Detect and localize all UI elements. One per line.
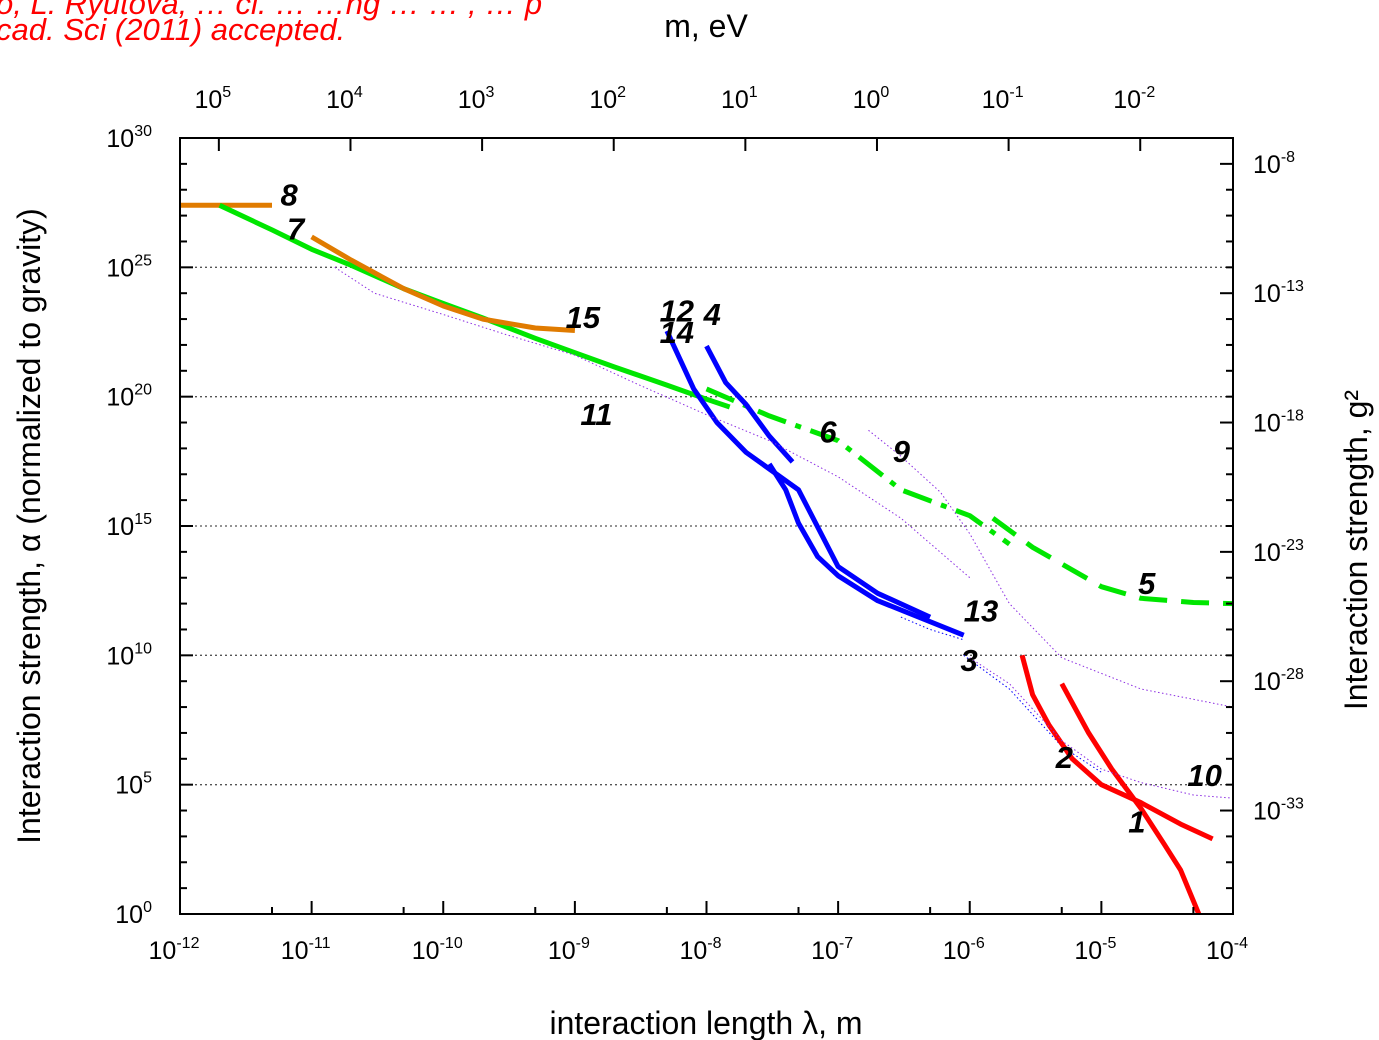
curve-label-15: 15 <box>566 300 601 335</box>
curve-label-10: 10 <box>1187 758 1221 793</box>
x2-tick-label: 100 <box>853 84 890 114</box>
curve-label-4: 4 <box>703 297 721 332</box>
y2-tick-label: 10-28 <box>1253 666 1304 696</box>
x2-tick-label: 104 <box>326 84 363 114</box>
x-tick-label: 10-11 <box>281 935 331 965</box>
curve-label-2: 2 <box>1055 740 1073 775</box>
x-tick-label: 10-10 <box>412 935 463 965</box>
citation-line-1: o, L. Ryutova, … cl. … …ng … … , … p <box>0 0 543 21</box>
y2-tick-label: 10-33 <box>1253 796 1304 826</box>
curve-label-1: 1 <box>1128 805 1145 840</box>
x-tick-label: 10-4 <box>1206 935 1248 965</box>
curve-15 <box>310 234 576 333</box>
x2-axis-label: m, eV <box>664 8 748 44</box>
curve-label-6: 6 <box>819 414 837 449</box>
x2-tick-label: 10-2 <box>1113 84 1155 114</box>
y2-tick-label: 10-18 <box>1253 408 1304 438</box>
curve-label-11: 11 <box>580 397 612 432</box>
curve-9 <box>868 429 1234 708</box>
curve-12 <box>664 329 932 620</box>
curve-labels: 87 15 6 5 12 4 14 13 3 2 1 9 10 11 <box>280 177 1221 839</box>
curve-label-5: 5 <box>1138 566 1156 601</box>
y-tick-label: 1025 <box>106 252 152 282</box>
citation-line-2: cad. Sci (2011) accepted. <box>0 12 346 47</box>
x2-tick-label: 102 <box>589 84 626 114</box>
curve-10 <box>969 657 1234 799</box>
curve-6 <box>705 386 1011 547</box>
y-tick-label: 1010 <box>106 640 152 670</box>
y2-tick-label: 10-23 <box>1253 537 1304 567</box>
curve-11 <box>334 266 971 579</box>
curve-label-12: 12 <box>660 294 694 329</box>
y-tick-label: 1015 <box>106 511 152 541</box>
y2-axis-label: Interaction strength, g² <box>1338 390 1374 711</box>
x-tick-label: 10-6 <box>943 935 985 965</box>
x2-tick-label: 101 <box>721 84 758 114</box>
curve-4 <box>704 344 795 464</box>
x2-tick-label: 10-1 <box>982 84 1024 114</box>
y-tick-label: 100 <box>115 899 152 929</box>
y2-tick-label: 10-8 <box>1253 149 1295 179</box>
curve-1 <box>1059 682 1202 915</box>
x2-tick-label: 103 <box>458 84 495 114</box>
x-axis-label: interaction length λ, m <box>549 1005 862 1040</box>
curve-label-3: 3 <box>960 643 977 678</box>
x-tick-label: 10-9 <box>548 935 590 965</box>
x-tick-label: 10-8 <box>679 935 721 965</box>
axis-ticks <box>179 137 1234 915</box>
tick-labels: 10-12 10-11 10-10 10-9 10-8 10-7 10-6 10-5 10-41… <box>106 84 1304 965</box>
x-tick-label: 10-7 <box>811 935 853 965</box>
curve-2 <box>1019 654 1214 842</box>
curve-label-14: 14 <box>660 315 694 350</box>
y-axis-label: Interaction strength, α (normalized to g… <box>11 208 47 844</box>
y-tick-label: 1020 <box>106 382 152 412</box>
y-tick-label: 1030 <box>106 123 152 153</box>
y-tick-label: 105 <box>115 770 152 800</box>
curve-label-13: 13 <box>964 594 998 629</box>
curve-label-7: 7 <box>287 211 306 246</box>
curve-5 <box>991 516 1234 607</box>
curve-label-8: 8 <box>280 177 298 212</box>
y2-tick-label: 10-13 <box>1253 278 1304 308</box>
curve-3 <box>963 654 1102 773</box>
curve-14 <box>767 462 965 638</box>
x-tick-label: 10-12 <box>149 935 200 965</box>
data-curves <box>180 202 1234 915</box>
x-tick-label: 10-5 <box>1074 935 1116 965</box>
x2-tick-label: 105 <box>194 84 231 114</box>
curve-label-9: 9 <box>893 434 911 469</box>
